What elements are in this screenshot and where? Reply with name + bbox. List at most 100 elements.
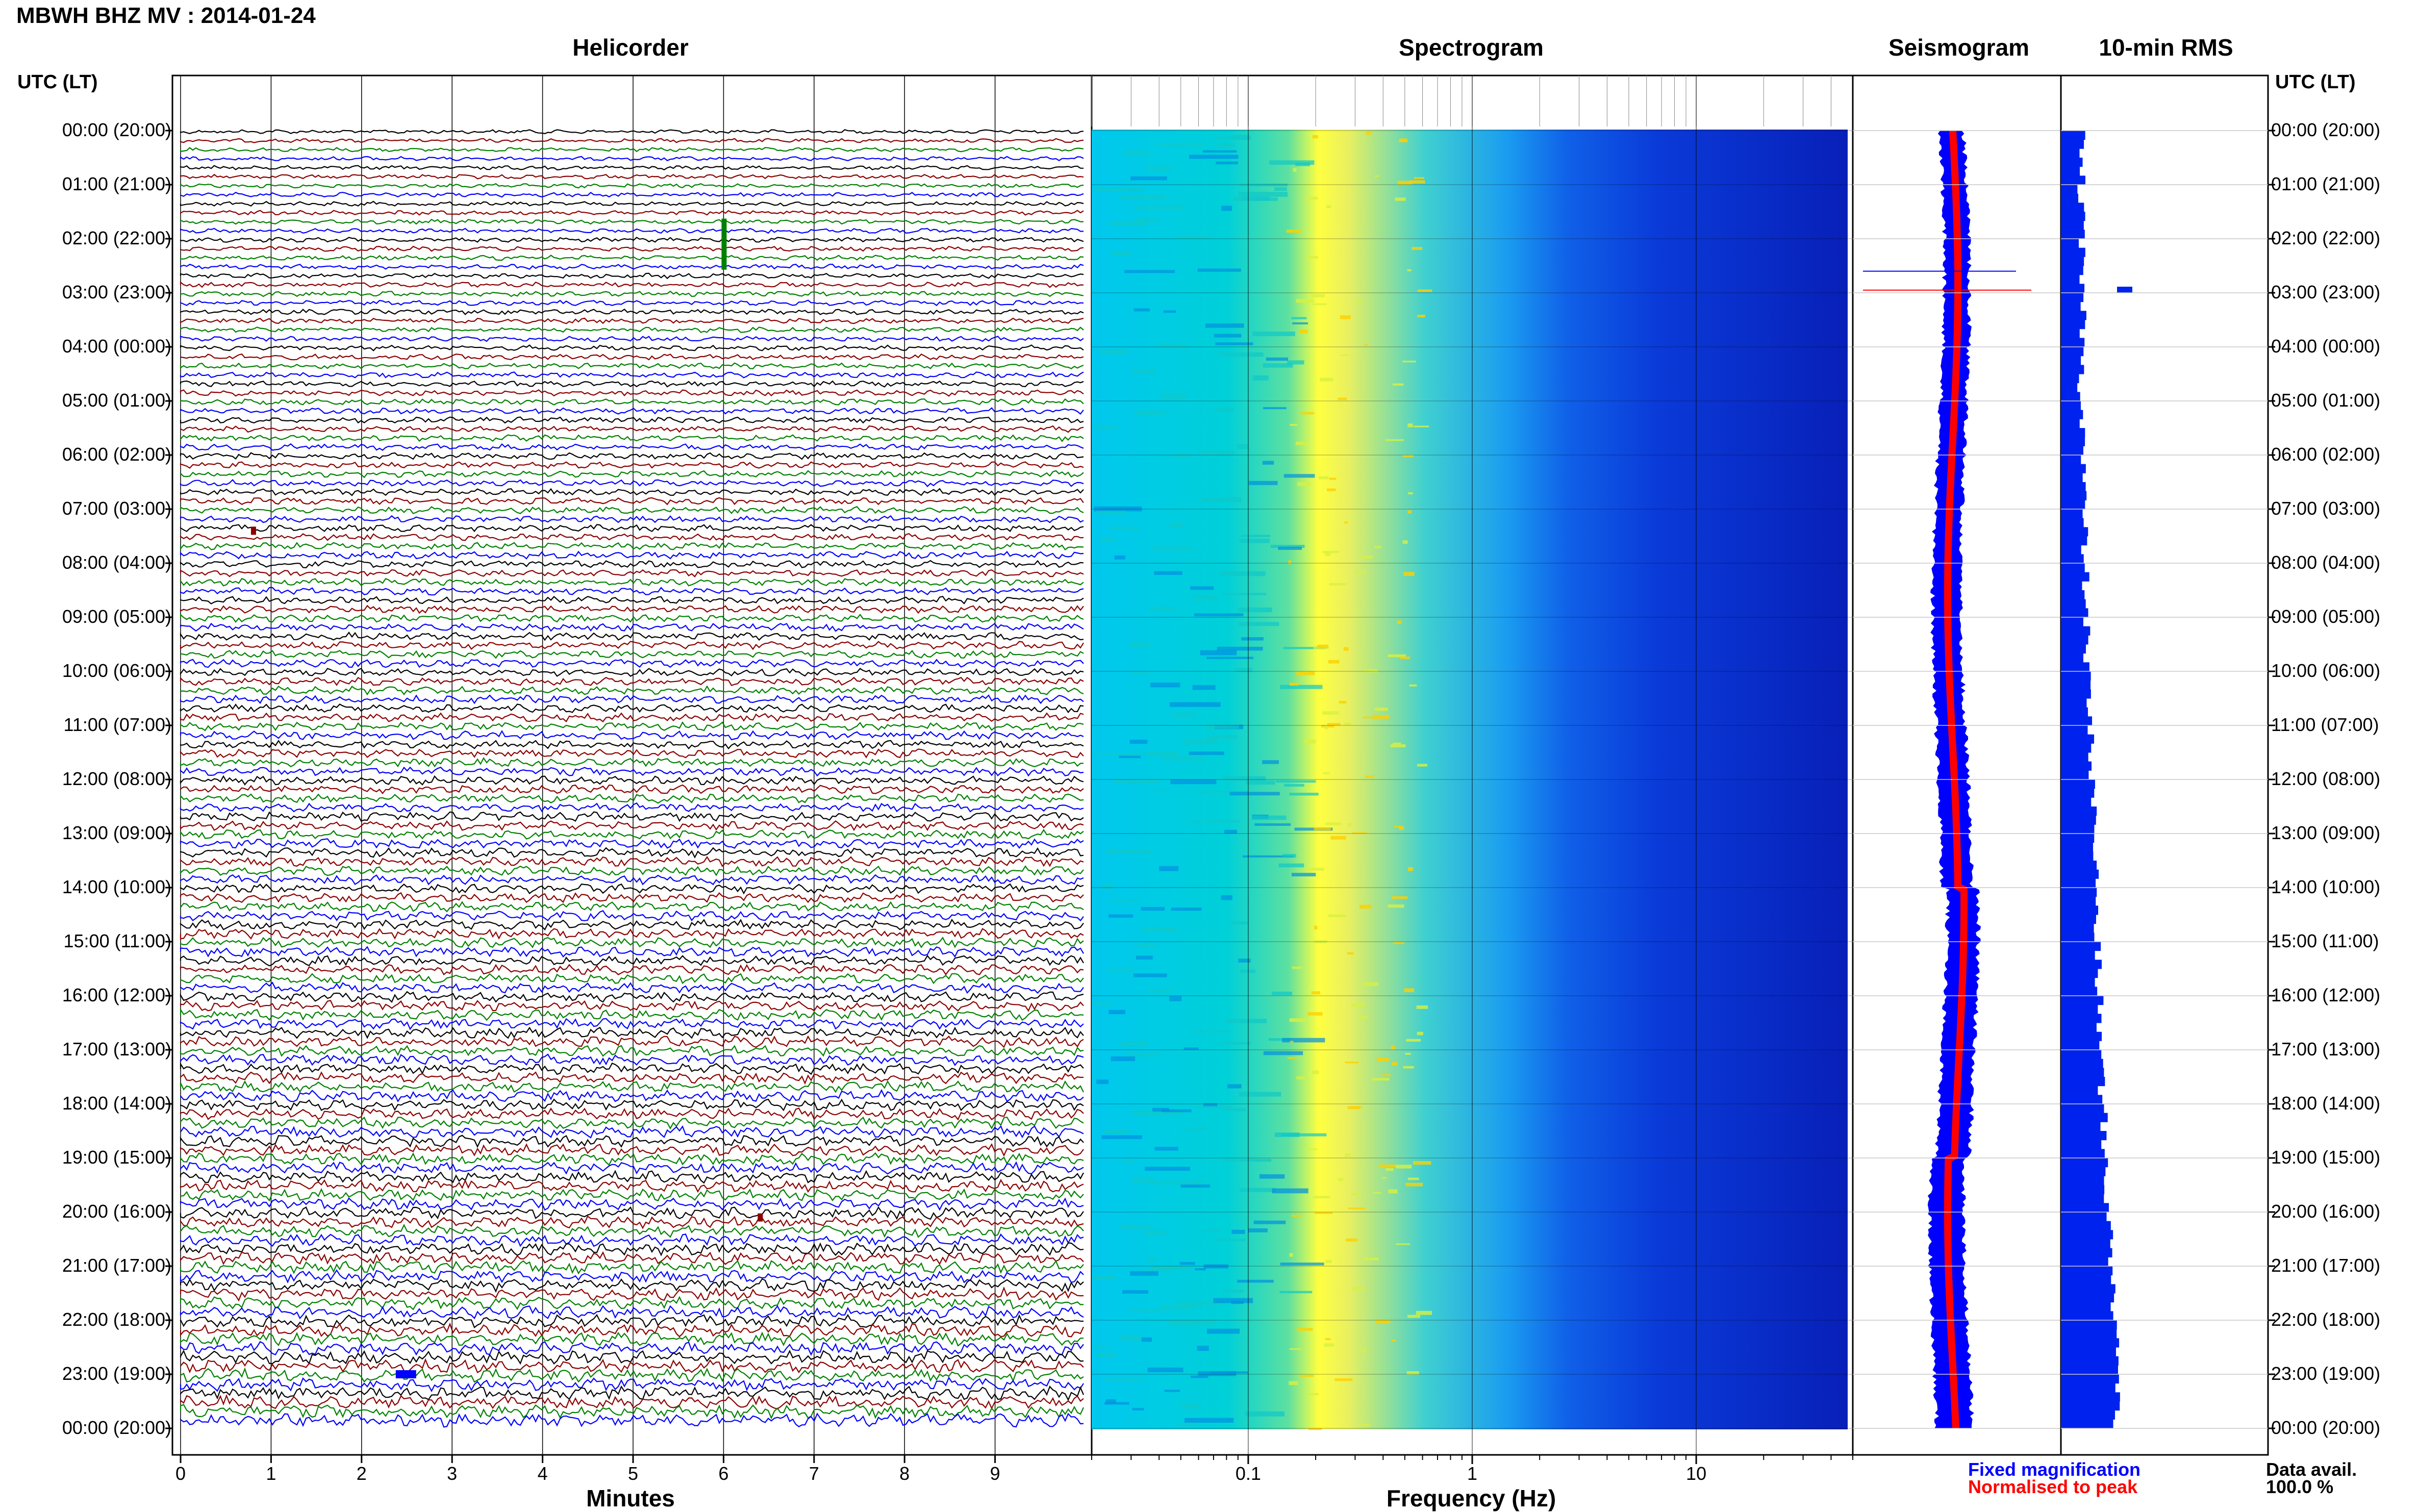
spectrogram-peak-noise — [1312, 135, 1318, 139]
helicorder-trace — [180, 542, 1084, 551]
spectrogram-noise — [1198, 791, 1248, 793]
spectrogram-noise — [1169, 523, 1184, 528]
seismogram-title: Seismogram — [1888, 34, 2030, 61]
rms-bar — [2061, 1158, 2108, 1168]
helicorder-trace — [180, 820, 1084, 831]
hour-label-left: 06:00 (02:00) — [62, 444, 171, 465]
rms-bar — [2061, 1113, 2108, 1122]
spectrogram-noise — [1275, 780, 1316, 783]
hour-label-left: 18:00 (14:00) — [62, 1093, 171, 1114]
hour-label-left: 16:00 (12:00) — [62, 985, 171, 1005]
spectrogram-peak-noise — [1417, 314, 1425, 318]
rms-bar — [2061, 437, 2085, 446]
helicorder-event — [721, 218, 727, 270]
spectrogram-peak-noise — [1290, 1041, 1294, 1043]
spectrogram-noise — [1231, 135, 1250, 139]
helicorder-trace — [180, 757, 1084, 768]
rms-bar — [2061, 1031, 2102, 1041]
rms-bar — [2061, 716, 2093, 726]
helicorder-trace — [180, 255, 1084, 261]
spectrogram-peak-noise — [1290, 423, 1298, 426]
hour-label-right: 19:00 (15:00) — [2271, 1147, 2381, 1168]
helicorder-trace — [180, 973, 1084, 985]
rms-bar — [2061, 987, 2098, 996]
spectrogram-noise — [1133, 973, 1167, 977]
helicorder-trace — [180, 550, 1084, 560]
rms-bar — [2061, 257, 2084, 266]
helicorder-trace — [180, 183, 1084, 189]
spectrogram-peak-noise — [1317, 644, 1328, 648]
spectrogram-noise — [1281, 1133, 1327, 1137]
rms-bar — [2061, 329, 2080, 338]
spectrogram-noise — [1197, 268, 1241, 272]
helicorder-xtick-label: 1 — [266, 1463, 276, 1484]
spectrogram-noise — [1235, 668, 1252, 673]
rms-bar — [2061, 896, 2096, 906]
spectrogram-noise — [1278, 546, 1302, 550]
spectrogram-noise — [1223, 776, 1266, 781]
helicorder-trace — [180, 380, 1084, 388]
spectrogram-noise — [1262, 760, 1279, 764]
rms-bar-spike — [2117, 287, 2132, 293]
spectrogram-peak-noise — [1375, 708, 1388, 711]
spectrogram-peak-noise — [1314, 940, 1327, 943]
rms-bar — [2061, 617, 2083, 627]
rms-bar — [2061, 193, 2079, 203]
spectrogram-peak-noise — [1364, 344, 1368, 346]
helicorder-trace — [180, 838, 1084, 849]
hour-label-right: 06:00 (02:00) — [2271, 444, 2381, 465]
rms-bar — [2061, 1023, 2097, 1032]
rms-bar — [2061, 1410, 2115, 1420]
rms-bar — [2061, 662, 2089, 672]
rms-bar — [2061, 419, 2080, 429]
rms-bar — [2061, 1185, 2105, 1195]
spectrogram-noise — [1122, 1290, 1148, 1294]
spectrogram-noise — [1103, 1129, 1129, 1134]
spectrogram-peak-noise — [1394, 825, 1403, 828]
rms-bar — [2061, 518, 2084, 527]
rms-bar — [2061, 536, 2087, 546]
spectrogram-noise — [1241, 637, 1264, 641]
spectrogram-noise — [1282, 854, 1296, 858]
rms-bar — [2061, 788, 2095, 798]
rms-bar — [2061, 725, 2088, 735]
helicorder-trace — [180, 1233, 1084, 1247]
spectrogram-noise — [1172, 713, 1197, 717]
spectrogram-noise — [1154, 143, 1206, 146]
spectrogram-noise — [1291, 873, 1316, 876]
spectrogram-noise — [1126, 1053, 1158, 1057]
helicorder-trace — [180, 1007, 1084, 1021]
rms-bar — [2061, 1266, 2113, 1276]
helicorder-trace — [180, 595, 1084, 604]
rms-bar — [2061, 608, 2088, 618]
spectrogram-peak-noise — [1292, 1215, 1302, 1217]
rms-bar — [2061, 797, 2092, 807]
spectrogram-noise — [1283, 474, 1315, 478]
spectrogram-noise — [1136, 955, 1153, 960]
helicorder-trace — [180, 874, 1084, 886]
spectrogram-noise — [1252, 375, 1269, 381]
spectrogram-peak-noise — [1358, 1016, 1368, 1019]
rms-bar — [2061, 139, 2084, 149]
spectrogram-noise — [1249, 481, 1278, 485]
hour-label-left: 10:00 (06:00) — [62, 660, 171, 681]
helicorder-trace — [180, 1358, 1084, 1374]
helicorder-trace — [180, 855, 1084, 867]
rms-bar — [2061, 707, 2088, 717]
rms-bar — [2061, 689, 2091, 699]
helicorder-trace — [180, 470, 1084, 478]
spectrogram-peak-noise — [1300, 412, 1315, 415]
hour-label-right: 21:00 (17:00) — [2271, 1255, 2381, 1276]
helicorder-trace — [180, 434, 1084, 442]
hour-label-right: 22:00 (18:00) — [2271, 1309, 2381, 1330]
helicorder-trace — [180, 1404, 1084, 1420]
helicorder-trace — [180, 883, 1084, 895]
spectrogram-noise — [1214, 408, 1235, 412]
spectrogram-noise — [1252, 815, 1287, 820]
helicorder-trace — [180, 712, 1084, 723]
spectrogram-peak-noise — [1399, 826, 1404, 830]
spectrogram-peak-noise — [1288, 560, 1292, 565]
rms-bar — [2061, 230, 2085, 239]
rms-bar — [2061, 807, 2097, 816]
rms-bar — [2061, 239, 2079, 248]
